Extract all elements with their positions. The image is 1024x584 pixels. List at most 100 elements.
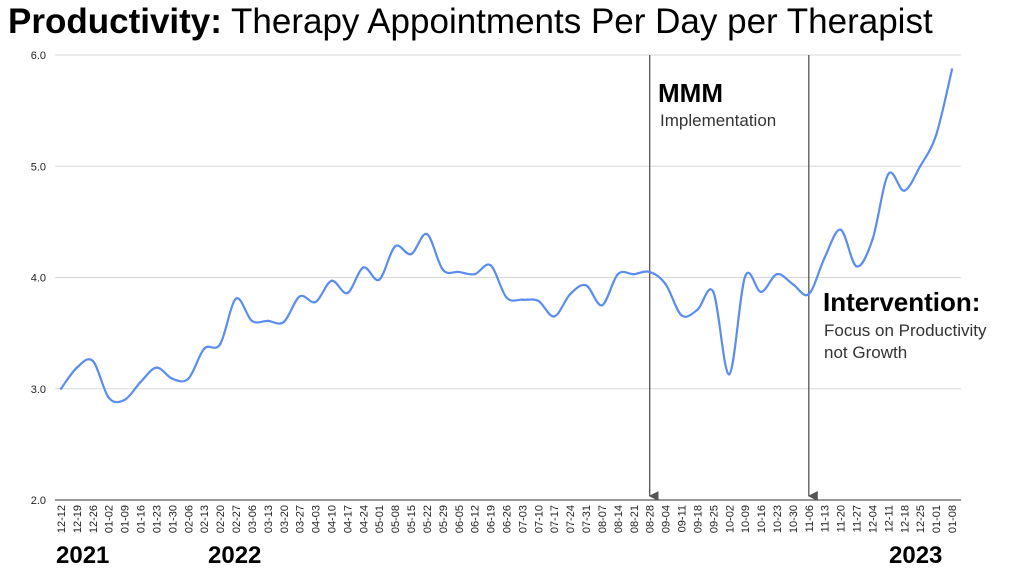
data-point: [553, 315, 556, 318]
data-point: [584, 284, 588, 287]
x-tick-label: 03-06: [247, 505, 259, 533]
x-tick-label: 10-02: [724, 505, 736, 533]
x-tick-label: 07-10: [533, 505, 545, 533]
data-point: [155, 366, 158, 369]
data-point: [250, 319, 254, 323]
data-point: [537, 299, 540, 303]
x-tick-label: 03-13: [263, 505, 275, 533]
x-tick-label: 05-08: [390, 505, 402, 533]
x-tick-label: 02-13: [199, 505, 211, 533]
x-tick-label: 10-30: [788, 505, 800, 533]
y-tick-label: 6.0: [31, 50, 46, 62]
data-point: [887, 172, 890, 176]
x-tick-label: 04-10: [326, 505, 338, 533]
y-tick-label: 5.0: [31, 161, 46, 173]
data-point: [489, 264, 492, 267]
x-tick-label: 08-07: [597, 505, 609, 533]
x-tick-label: 01-09: [120, 505, 132, 533]
data-point: [425, 232, 429, 236]
x-tick-label: 06-12: [470, 505, 482, 533]
x-tick-label: 03-20: [279, 505, 291, 533]
x-axis-ticks: 12-12 12-19 12-26 01-02 01-09 01-16 01-23 01-30…: [56, 505, 959, 533]
data-point: [632, 272, 635, 276]
data-point: [680, 314, 683, 317]
data-point: [791, 282, 795, 286]
data-point: [266, 319, 270, 323]
data-point: [218, 343, 222, 346]
x-tick-label: 07-31: [581, 505, 593, 533]
data-point: [728, 373, 731, 376]
series-layer: [59, 68, 954, 404]
data-point: [696, 308, 699, 311]
x-tick-label: 12-18: [899, 505, 911, 533]
data-point: [600, 304, 604, 307]
x-tick-label: 06-05: [454, 505, 466, 533]
x-tick-label: 12-19: [72, 505, 84, 533]
annotation-mmm-heading: MMM: [658, 78, 723, 108]
annotation-intervention-heading: Intervention:: [823, 287, 981, 317]
x-tick-label: 03-27: [295, 505, 307, 533]
data-point: [346, 291, 349, 295]
x-tick-label: 11-20: [836, 505, 848, 532]
x-tick-label: 06-19: [486, 505, 498, 533]
x-tick-label: 05-01: [374, 505, 386, 533]
data-point: [839, 228, 842, 231]
x-tick-label: 08-28: [645, 505, 657, 533]
data-point: [139, 380, 142, 384]
data-point: [871, 238, 874, 241]
x-tick-label: 08-14: [613, 505, 625, 533]
x-tick-label: 10-16: [756, 505, 768, 533]
data-point: [107, 396, 110, 399]
x-tick-label: 01-23: [151, 505, 163, 533]
data-point: [409, 252, 413, 256]
x-tick-label: 04-24: [358, 505, 370, 533]
x-tick-label: 01-30: [167, 505, 179, 533]
data-point: [75, 366, 79, 369]
data-point: [282, 320, 285, 324]
data-point: [823, 256, 826, 259]
x-tick-label: 02-20: [215, 505, 227, 533]
x-tick-label: 01-16: [136, 505, 148, 533]
x-tick-label: 11-06: [804, 505, 816, 532]
year-label-2023: 2023: [889, 542, 943, 569]
x-tick-label: 09-25: [708, 505, 720, 533]
series-line: [60, 69, 954, 404]
x-tick-label: 11-13: [820, 505, 832, 532]
annotation-lines: [648, 55, 818, 501]
x-tick-label: 09-11: [677, 505, 689, 532]
data-point: [712, 290, 715, 294]
data-point: [378, 278, 381, 281]
year-label-2022: 2022: [208, 542, 262, 569]
data-point: [330, 279, 333, 283]
y-axis-ticks: 2.0 3.0 4.0 5.0 6.0: [31, 50, 46, 507]
data-point: [664, 282, 667, 286]
x-tick-label: 02-06: [183, 505, 195, 533]
y-tick-label: 2.0: [31, 495, 46, 507]
data-point: [91, 359, 95, 363]
annotation-intervention-subtitle: Focus on Productivity not Growth: [824, 321, 987, 362]
data-point: [950, 68, 954, 71]
data-point: [807, 292, 811, 296]
x-tick-label: 06-26: [502, 505, 514, 533]
x-tick-label: 07-03: [517, 505, 529, 533]
x-tick-label: 08-21: [629, 505, 641, 533]
data-point: [648, 270, 651, 274]
data-point: [759, 290, 763, 294]
data-point: [202, 347, 206, 350]
y-tick-label: 3.0: [31, 384, 46, 396]
x-tick-label: 01-01: [931, 505, 943, 533]
year-label-2021: 2021: [56, 542, 110, 569]
data-point: [521, 298, 524, 301]
x-tick-label: 05-15: [406, 505, 418, 533]
chart-title-bold: Productivity:: [8, 2, 222, 41]
annotation-mmm-subtitle: Implementation: [660, 111, 777, 130]
x-tick-label: 04-03: [311, 505, 323, 533]
x-tick-label: 12-11: [883, 505, 895, 532]
x-tick-label: 04-17: [342, 505, 354, 533]
data-point: [934, 133, 938, 137]
data-point: [918, 165, 922, 168]
x-tick-label: 12-25: [915, 505, 927, 533]
data-point: [743, 275, 747, 278]
x-tick-label: 07-17: [549, 505, 561, 533]
